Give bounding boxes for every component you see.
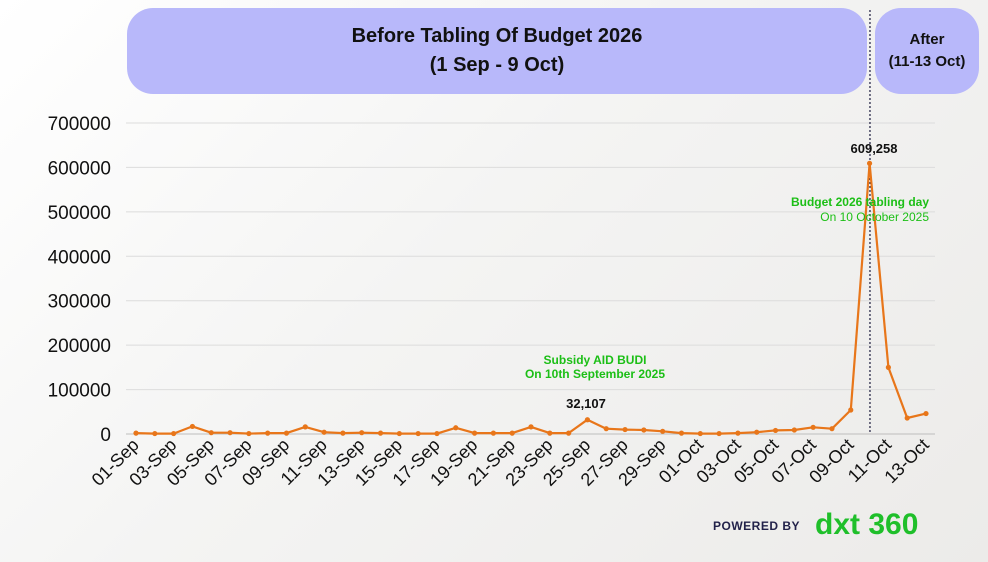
- data-point: [133, 430, 139, 436]
- secondary-value-label: 32,107: [566, 396, 606, 411]
- peak-value-label: 609,258: [851, 141, 898, 156]
- data-point: [453, 425, 459, 431]
- banner-after-range: (11-13 Oct): [888, 53, 966, 70]
- data-point: [377, 430, 384, 436]
- subsidy-annotation-date: On 10th September 2025: [525, 367, 665, 381]
- data-point: [904, 415, 910, 421]
- data-point: [208, 430, 214, 436]
- data-point: [152, 430, 158, 437]
- data-point: [829, 426, 835, 432]
- series-points: [133, 160, 929, 437]
- data-point: [359, 430, 365, 436]
- banner-before-tabling: Before Tabling Of Budget 2026 (1 Sep - 9…: [127, 8, 867, 94]
- data-point: [735, 430, 741, 436]
- y-tick-label: 0: [100, 425, 111, 446]
- data-point: [848, 407, 854, 413]
- data-point: [622, 426, 628, 433]
- banner-after-tabling: After (11-13 Oct): [875, 8, 979, 94]
- data-point: [528, 424, 534, 430]
- data-point: [265, 430, 271, 436]
- data-point: [471, 430, 478, 436]
- grid-lines: [126, 122, 935, 435]
- y-tick-label: 600000: [48, 158, 111, 179]
- data-point: [697, 430, 703, 437]
- budget-annotation-title: Budget 2026 tabling day: [791, 195, 929, 209]
- data-point: [866, 160, 873, 166]
- data-point: [923, 410, 929, 417]
- data-point: [246, 430, 252, 437]
- y-tick-label: 500000: [48, 203, 111, 224]
- y-tick-label: 400000: [48, 247, 111, 268]
- data-point: [340, 430, 346, 436]
- data-point: [566, 430, 572, 436]
- data-point: [189, 423, 196, 430]
- data-point: [227, 430, 233, 436]
- subsidy-annotation-title: Subsidy AID BUDI: [544, 353, 647, 367]
- data-point: [641, 427, 647, 433]
- banner-before-title: Before Tabling Of Budget 2026: [351, 25, 643, 47]
- data-point: [490, 430, 496, 436]
- data-point: [772, 427, 779, 434]
- powered-by-label: POWERED BY: [713, 519, 801, 533]
- data-point: [885, 364, 891, 370]
- data-point: [603, 426, 609, 432]
- y-tick-label: 300000: [48, 292, 111, 313]
- data-point: [810, 424, 816, 430]
- data-point: [396, 430, 402, 437]
- data-point: [660, 428, 666, 434]
- data-point: [716, 430, 722, 437]
- data-point: [509, 430, 515, 436]
- data-point: [754, 429, 760, 435]
- x-axis-ticks: 01-Sep03-Sep05-Sep07-Sep09-Sep11-Sep13-S…: [88, 435, 933, 490]
- data-point: [547, 430, 553, 436]
- data-point: [434, 430, 440, 437]
- data-point: [415, 430, 421, 437]
- dxt360-logo: dxt 360: [815, 508, 919, 541]
- data-point: [321, 429, 327, 435]
- banner-after-title: After: [909, 31, 945, 48]
- data-point: [584, 417, 591, 423]
- banner-before-range: (1 Sep - 9 Oct): [429, 54, 565, 76]
- data-point: [678, 430, 685, 436]
- data-point: [302, 424, 308, 430]
- y-tick-label: 100000: [48, 381, 111, 402]
- y-tick-label: 700000: [48, 114, 111, 135]
- budget-annotation-date: On 10 October 2025: [820, 210, 929, 224]
- data-point: [791, 427, 797, 433]
- y-tick-label: 200000: [48, 336, 111, 357]
- y-axis-ticks: 0 100000 200000 300000 400000 500000 600000 700…: [48, 114, 111, 446]
- data-point: [283, 430, 290, 436]
- data-point: [171, 430, 177, 437]
